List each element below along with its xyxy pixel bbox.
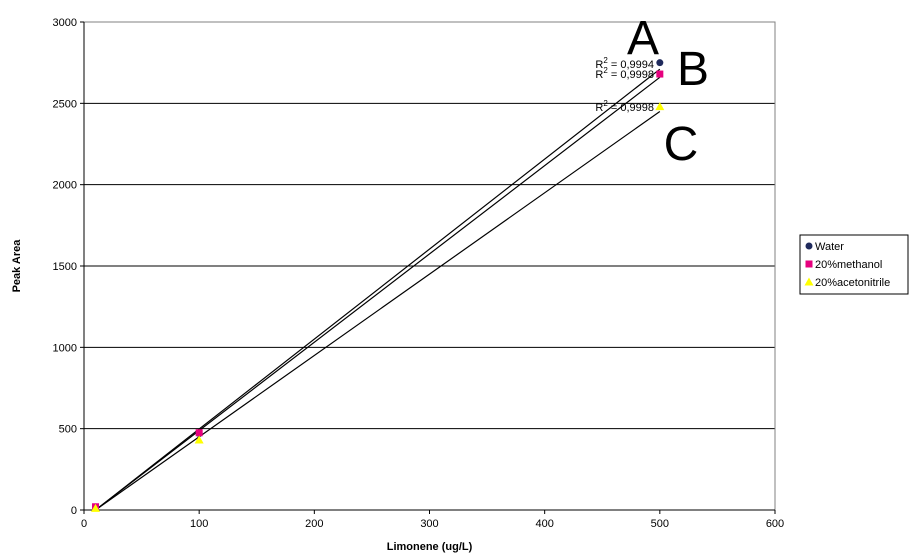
r2-superscript: 2	[603, 56, 608, 65]
data-point-20%methanol	[195, 429, 203, 437]
r2-symbol: R	[595, 102, 603, 114]
legend-entry: 20%acetonitrile	[815, 277, 890, 289]
r2-symbol: R	[595, 59, 603, 71]
legend-box	[799, 234, 909, 295]
data-point-20%acetonitrile	[194, 435, 204, 444]
legend-marker-20%methanol	[805, 260, 813, 268]
data-point-20%methanol	[656, 70, 664, 78]
trendline-20%acetonitrile	[95, 110, 661, 511]
trendline-20%methanol	[95, 76, 661, 511]
x-tick-label: 200	[305, 518, 323, 530]
data-points	[91, 59, 665, 512]
data-point-Water	[656, 59, 664, 67]
data-point-20%acetonitrile	[91, 503, 101, 512]
x-tick-label: 300	[420, 518, 438, 530]
y-tick-label: 2000	[53, 180, 77, 192]
y-tick-label: 1000	[53, 342, 77, 354]
y-tick-label: 3000	[53, 17, 77, 29]
r2-symbol: R	[595, 69, 603, 81]
data-point-20%acetonitrile	[655, 102, 665, 111]
x-tick-label: 0	[81, 518, 87, 530]
r2-superscript: 2	[603, 66, 608, 75]
y-axis-title: Peak Area	[11, 239, 23, 293]
y-tick-label: 0	[71, 505, 77, 517]
curve-label-A: A	[627, 12, 659, 65]
x-tick-label: 400	[535, 518, 553, 530]
x-axis-ticks: 0 100 200 300 400 500 600	[81, 510, 784, 530]
r2-label-Water: R2 = 0,9994	[595, 56, 654, 71]
curve-label-B: B	[677, 43, 709, 96]
legend-marker-20%acetonitrile	[804, 277, 814, 286]
r2-value: = 0,9998	[608, 102, 654, 114]
legend-marker-Water	[805, 242, 813, 250]
r2-superscript: 2	[603, 99, 608, 108]
gridlines	[84, 21, 775, 511]
trendline-Water	[95, 68, 661, 511]
y-axis-ticks: 0 500 1000 1500 2000 2500 3000	[53, 17, 84, 517]
r2-value: = 0,9998	[608, 69, 654, 81]
y-tick-label: 1500	[53, 261, 77, 273]
y-tick-label: 500	[59, 424, 77, 436]
r2-label-20%methanol: R2 = 0,9998	[595, 66, 654, 81]
x-axis-title: Limonene (ug/L)	[387, 541, 473, 553]
x-tick-label: 600	[766, 518, 784, 530]
x-tick-label: 500	[651, 518, 669, 530]
curve-letter-labels: ABC	[627, 12, 709, 171]
x-tick-label: 100	[190, 518, 208, 530]
trendlines	[95, 68, 661, 511]
curve-label-C: C	[664, 118, 699, 171]
r2-value: = 0,9994	[608, 59, 654, 71]
legend: Water 20%methanol 20%acetonitrile	[799, 234, 909, 295]
y-tick-label: 2500	[53, 98, 77, 110]
legend-entry: Water	[815, 241, 844, 253]
r2-label-20%acetonitrile: R2 = 0,9998	[595, 99, 654, 114]
legend-entry: 20%methanol	[815, 259, 882, 271]
